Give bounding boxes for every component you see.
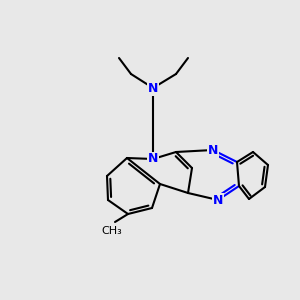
Text: N: N: [148, 152, 158, 166]
Text: CH₃: CH₃: [102, 226, 122, 236]
Text: N: N: [148, 82, 158, 94]
Text: N: N: [213, 194, 223, 206]
Text: N: N: [208, 143, 218, 157]
